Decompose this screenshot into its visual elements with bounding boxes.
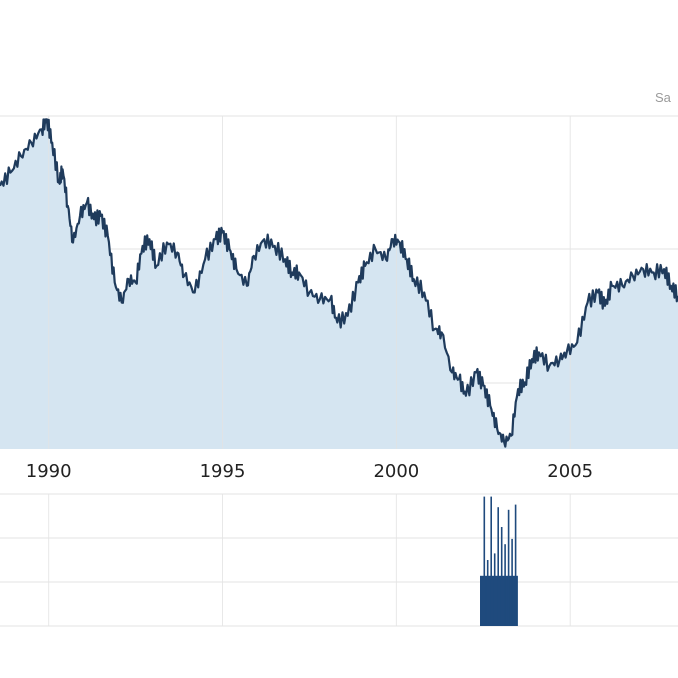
volume-bar	[504, 544, 506, 626]
price-line	[0, 118, 678, 448]
corner-label: Sa	[655, 90, 671, 105]
volume-bar	[486, 560, 489, 626]
volume-bar	[480, 579, 482, 626]
volume-bar	[511, 538, 513, 626]
vertical-grid-lines	[48, 116, 571, 626]
volume-bar	[507, 509, 510, 626]
volume-panel	[480, 496, 518, 626]
volume-bar	[500, 527, 503, 626]
x-tick-label: 2005	[547, 461, 593, 482]
volume-bar	[490, 496, 492, 626]
volume-bar	[514, 504, 517, 626]
x-tick-label: 1995	[200, 461, 246, 482]
price-area	[0, 119, 678, 450]
x-tick-label: 1990	[26, 461, 72, 482]
volume-bar	[497, 507, 499, 626]
x-axis: 1990 1995 2000 2005	[26, 461, 593, 482]
x-tick-label: 2000	[373, 461, 419, 482]
volume-bar	[493, 553, 496, 626]
volume-bar	[483, 496, 486, 626]
